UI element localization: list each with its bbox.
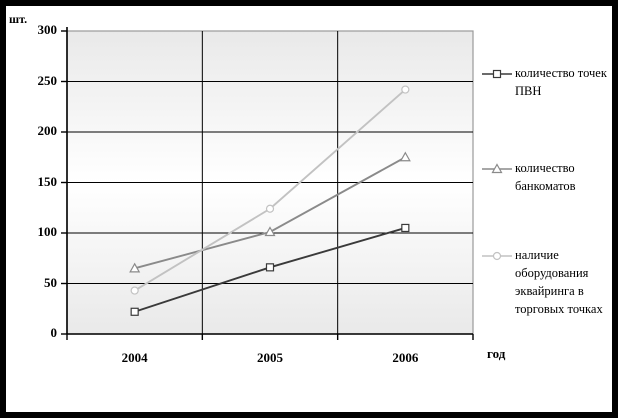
- x-tick-label: 2005: [257, 350, 283, 365]
- y-tick-label: 0: [50, 325, 58, 340]
- y-tick-label: 50: [44, 274, 57, 290]
- legend-label: количество банкоматов: [515, 161, 576, 193]
- square-marker-icon: [482, 69, 512, 79]
- line-chart-plot: [61, 27, 474, 340]
- legend-item-atm: количество банкоматов: [482, 159, 612, 195]
- triangle-marker-icon: [482, 163, 512, 174]
- x-tick-label: 2004: [121, 350, 148, 365]
- y-tick-label: 300: [37, 22, 58, 37]
- y-tick-label: 200: [37, 123, 58, 138]
- legend-label: наличие оборудования эквайринга в торгов…: [515, 248, 603, 316]
- y-tick-label: 100: [37, 224, 58, 239]
- legend-label: количество точек ПВН: [515, 66, 607, 98]
- y-axis-unit-label: шт.: [9, 12, 28, 26]
- legend-item-pvn: количество точек ПВН: [482, 64, 612, 100]
- circle-marker-icon: [482, 251, 512, 261]
- y-tick-label: 150: [37, 173, 58, 189]
- y-tick-label: 250: [37, 72, 58, 88]
- x-tick-label: 2006: [392, 350, 419, 365]
- legend-item-acquiring: наличие оборудования эквайринга в торгов…: [482, 246, 612, 318]
- x-axis-title: год: [487, 346, 506, 361]
